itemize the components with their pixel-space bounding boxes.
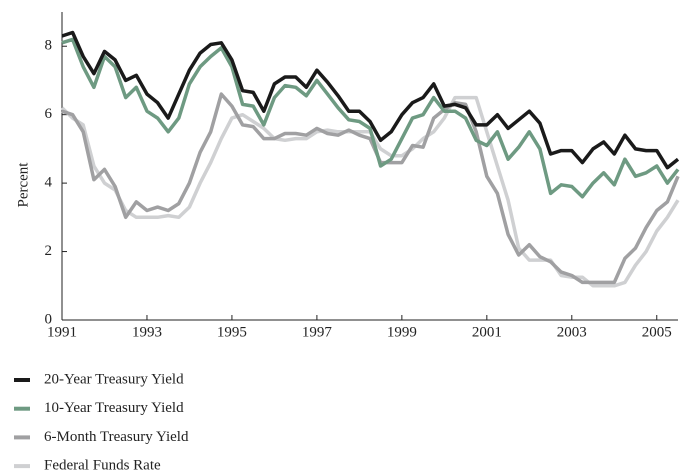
y-tick-label: 6 <box>45 106 53 122</box>
legend-label: 20-Year Treasury Yield <box>44 371 184 387</box>
y-tick-label: 8 <box>45 38 53 54</box>
y-tick-label: 0 <box>45 311 53 327</box>
x-tick-label: 2001 <box>472 324 502 340</box>
x-tick-label: 1995 <box>217 324 247 340</box>
y-tick-label: 4 <box>45 175 53 191</box>
legend-label: Federal Funds Rate <box>44 458 161 474</box>
series-line <box>61 92 680 285</box>
x-tick-label: 1993 <box>132 324 162 340</box>
x-tick-label: 1999 <box>387 324 417 340</box>
x-tick-label: 2005 <box>642 324 672 340</box>
legend-label: 6-Month Treasury Yield <box>44 429 189 445</box>
legend-label: 10-Year Treasury Yield <box>44 400 184 416</box>
y-tick-label: 2 <box>45 243 53 259</box>
series-line <box>61 30 680 170</box>
y-axis-label: Percent <box>15 162 31 208</box>
x-tick-label: 1991 <box>47 324 77 340</box>
x-tick-label: 2003 <box>557 324 587 340</box>
x-tick-label: 1997 <box>302 324 333 340</box>
series-line <box>61 37 680 199</box>
